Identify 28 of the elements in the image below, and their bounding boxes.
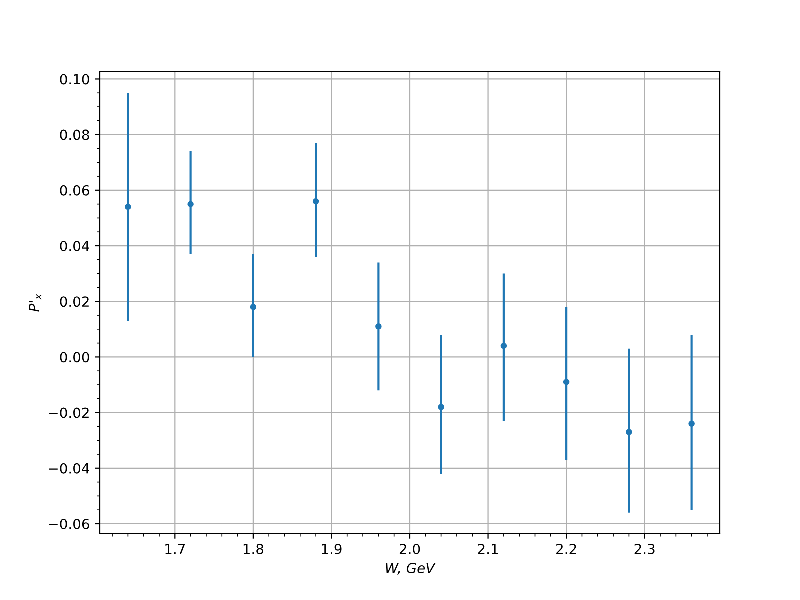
point — [438, 404, 444, 410]
point — [188, 201, 194, 208]
point — [626, 429, 632, 436]
point — [688, 420, 695, 428]
x-tick-label: 1.8 — [244, 544, 264, 554]
y-tick-label: −0.06 — [49, 518, 90, 530]
x-tick-label: 2.0 — [400, 544, 420, 554]
x-tick-label: 2.2 — [556, 544, 576, 554]
x-tick-label: 2.3 — [634, 544, 655, 554]
point — [376, 324, 382, 330]
x-tick-label: 2.1 — [478, 544, 498, 554]
x-tick-label: 1.7 — [166, 544, 186, 554]
y-tick-label: 0.08 — [60, 130, 90, 140]
point — [500, 342, 508, 350]
point — [312, 198, 320, 205]
point — [563, 379, 570, 386]
y-tick-label: 0.06 — [60, 185, 90, 196]
point — [125, 204, 132, 210]
y-tick-label: −0.02 — [49, 408, 89, 418]
y-tick-label: 0.02 — [60, 296, 89, 308]
y-tick-label: 0.10 — [60, 74, 90, 85]
x-tick-label: 1.9 — [322, 544, 342, 554]
x-axis-title: W, GeV — [386, 562, 436, 575]
point — [250, 304, 257, 310]
y-axis-title: P'$_{x}$ — [29, 294, 42, 312]
y-tick-label: 0.04 — [60, 240, 90, 252]
y-tick-label: −0.04 — [49, 463, 90, 474]
y-tick-label: 0.00 — [60, 352, 90, 363]
